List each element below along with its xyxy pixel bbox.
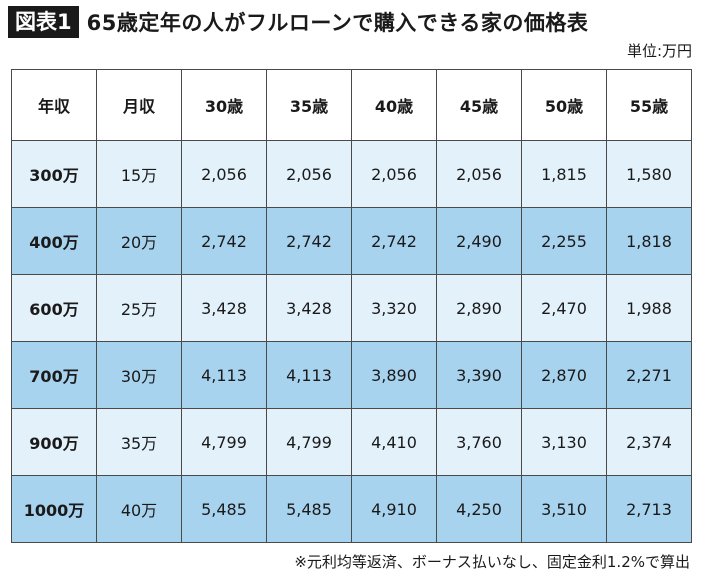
table-row: 400万 20万 2,742 2,742 2,742 2,490 2,255 1… <box>11 207 692 275</box>
price-cell: 2,742 <box>266 207 352 275</box>
price-cell: 3,510 <box>521 475 607 543</box>
price-cell: 1,580 <box>606 140 692 208</box>
price-cell: 5,485 <box>266 475 352 543</box>
price-cell: 4,799 <box>181 408 267 476</box>
header-age-50: 50歳 <box>521 69 607 141</box>
monthly-income-cell: 35万 <box>96 408 182 476</box>
price-cell: 2,374 <box>606 408 692 476</box>
unit-label: 単位:万円 <box>626 42 692 60</box>
annual-income-cell: 300万 <box>11 140 97 208</box>
monthly-income-cell: 40万 <box>96 475 182 543</box>
annual-income-cell: 1000万 <box>11 475 97 543</box>
price-cell: 3,320 <box>351 274 437 342</box>
header-age-30: 30歳 <box>181 69 267 141</box>
price-cell: 1,988 <box>606 274 692 342</box>
footnote: ※元利均等返済、ボーナス払いなし、固定金利1.2%で算出 <box>294 553 690 571</box>
annual-income-cell: 900万 <box>11 408 97 476</box>
price-cell: 2,742 <box>181 207 267 275</box>
price-cell: 2,056 <box>436 140 522 208</box>
price-cell: 2,713 <box>606 475 692 543</box>
price-table: 年収 月収 30歳 35歳 40歳 45歳 50歳 55歳 300万 15万 2… <box>11 69 692 543</box>
price-cell: 5,485 <box>181 475 267 543</box>
table-row: 900万 35万 4,799 4,799 4,410 3,760 3,130 2… <box>11 408 692 476</box>
price-cell: 2,742 <box>351 207 437 275</box>
figure-badge: 図表1 <box>8 6 79 38</box>
table-row: 300万 15万 2,056 2,056 2,056 2,056 1,815 1… <box>11 140 692 208</box>
page-title: 65歳定年の人がフルローンで購入できる家の価格表 <box>86 11 589 35</box>
price-cell: 4,410 <box>351 408 437 476</box>
price-cell: 1,818 <box>606 207 692 275</box>
price-cell: 2,271 <box>606 341 692 409</box>
price-cell: 3,428 <box>181 274 267 342</box>
price-cell: 2,490 <box>436 207 522 275</box>
header-annual-income: 年収 <box>11 69 97 141</box>
price-cell: 3,890 <box>351 341 437 409</box>
price-cell: 4,113 <box>266 341 352 409</box>
header-age-45: 45歳 <box>436 69 522 141</box>
price-cell: 4,113 <box>181 341 267 409</box>
price-cell: 3,428 <box>266 274 352 342</box>
price-cell: 4,250 <box>436 475 522 543</box>
price-cell: 4,910 <box>351 475 437 543</box>
price-cell: 2,056 <box>266 140 352 208</box>
table-row: 600万 25万 3,428 3,428 3,320 2,890 2,470 1… <box>11 274 692 342</box>
table-row: 1000万 40万 5,485 5,485 4,910 4,250 3,510 … <box>11 475 692 543</box>
price-cell: 2,255 <box>521 207 607 275</box>
monthly-income-cell: 25万 <box>96 274 182 342</box>
price-cell: 1,815 <box>521 140 607 208</box>
figure-title: 図表1 65歳定年の人がフルローンで購入できる家の価格表 <box>8 6 588 38</box>
monthly-income-cell: 20万 <box>96 207 182 275</box>
monthly-income-cell: 15万 <box>96 140 182 208</box>
table-header-row: 年収 月収 30歳 35歳 40歳 45歳 50歳 55歳 <box>11 69 692 141</box>
header-age-40: 40歳 <box>351 69 437 141</box>
price-cell: 4,799 <box>266 408 352 476</box>
annual-income-cell: 600万 <box>11 274 97 342</box>
price-cell: 2,056 <box>181 140 267 208</box>
price-cell: 2,056 <box>351 140 437 208</box>
header-age-35: 35歳 <box>266 69 352 141</box>
price-cell: 3,390 <box>436 341 522 409</box>
price-cell: 2,890 <box>436 274 522 342</box>
price-cell: 3,130 <box>521 408 607 476</box>
table-row: 700万 30万 4,113 4,113 3,890 3,390 2,870 2… <box>11 341 692 409</box>
monthly-income-cell: 30万 <box>96 341 182 409</box>
price-cell: 2,870 <box>521 341 607 409</box>
header-age-55: 55歳 <box>606 69 692 141</box>
price-cell: 2,470 <box>521 274 607 342</box>
annual-income-cell: 700万 <box>11 341 97 409</box>
header-monthly-income: 月収 <box>96 69 182 141</box>
annual-income-cell: 400万 <box>11 207 97 275</box>
price-cell: 3,760 <box>436 408 522 476</box>
